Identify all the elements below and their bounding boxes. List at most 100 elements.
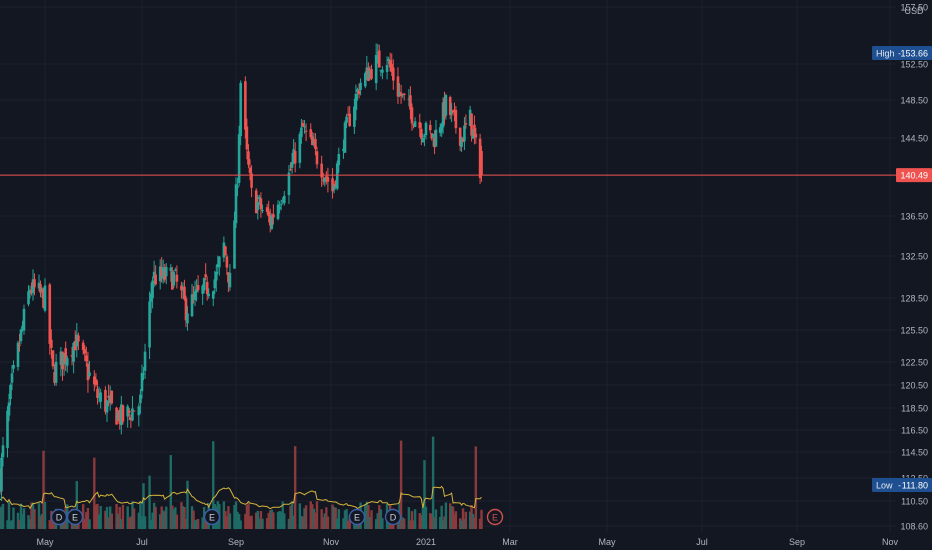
candle-body [211, 291, 215, 299]
candle-body [216, 263, 220, 268]
candle-body [151, 280, 154, 299]
event-marker-earnings[interactable]: E [66, 508, 84, 526]
volume-bar [461, 508, 465, 529]
candle [175, 265, 179, 289]
candle-body [387, 59, 390, 62]
candle-body [181, 289, 185, 291]
volume-bar [464, 511, 468, 529]
volume-bar [420, 514, 423, 529]
candle [171, 266, 174, 290]
volume-bar [175, 514, 179, 529]
candle [9, 383, 12, 406]
volume-bar [336, 518, 339, 529]
volume-bar [364, 504, 367, 529]
volume-bar [180, 502, 183, 529]
volume-bar [139, 501, 142, 529]
candle [137, 403, 141, 427]
volume-bar [269, 510, 272, 529]
candle [21, 320, 24, 332]
volume-bar [399, 440, 403, 529]
candle-body [222, 242, 226, 258]
candle [345, 113, 348, 129]
candle [16, 340, 20, 371]
candle-body [97, 396, 101, 398]
event-marker-dividend[interactable]: D [384, 508, 402, 526]
candle [204, 263, 207, 281]
event-marker-earnings[interactable]: E [203, 508, 221, 526]
candle [172, 270, 176, 288]
candle [104, 386, 107, 415]
volume-bar [454, 511, 458, 529]
candle-body [148, 301, 151, 348]
volume-bar [233, 504, 236, 529]
last-price-badge: 140.49 [896, 168, 932, 183]
candle [354, 84, 358, 121]
candle-body [334, 181, 337, 186]
candle-body [234, 184, 238, 224]
volume-bar [402, 518, 406, 529]
candle-body [169, 267, 173, 271]
candle [478, 133, 482, 184]
volume-bar [104, 510, 107, 529]
candle-body [107, 395, 110, 398]
candle [234, 177, 238, 228]
candle [282, 190, 286, 206]
volume-bar [471, 514, 475, 529]
candle-body [335, 163, 339, 189]
volume-bar [94, 504, 98, 529]
event-marker-earnings-upcoming[interactable]: E [486, 508, 504, 526]
candle [268, 208, 272, 233]
candle [387, 56, 390, 65]
time-axis[interactable]: May Jul Sep Nov 2021 Mar May Jul Sep Nov [36, 537, 898, 547]
candle-body [110, 390, 114, 404]
candle [418, 113, 422, 137]
volume-bar [97, 514, 101, 529]
volume-moving-average [0, 485, 482, 510]
volume-bar [40, 513, 44, 529]
candle-body [464, 123, 468, 125]
candle-body [183, 286, 186, 300]
candle-body [424, 122, 428, 136]
candle-body [402, 93, 406, 95]
candle-body [28, 289, 32, 294]
candle-body [160, 267, 164, 277]
candle [42, 287, 45, 309]
volume-bar [259, 511, 263, 529]
price-axis[interactable]: USD157.50152.50148.50144.50140.50136.501… [896, 0, 932, 550]
candle-body [196, 285, 200, 291]
event-marker-earnings[interactable]: E [348, 508, 366, 526]
candle-body [18, 344, 21, 346]
volume-bar [75, 481, 79, 529]
candle-body [348, 113, 351, 127]
candle [48, 282, 52, 355]
candle [22, 304, 26, 335]
candle [407, 89, 411, 107]
event-marker-dividend[interactable]: D [50, 508, 68, 526]
candle-body [39, 284, 42, 293]
candle-body [480, 151, 483, 176]
candle [51, 350, 55, 370]
candle-body [180, 285, 183, 291]
volume-bar [190, 506, 194, 529]
volume-bar [140, 516, 144, 529]
volume-bar [149, 520, 153, 529]
candle [279, 199, 283, 211]
price-tick-label: 120.50 [900, 381, 928, 391]
candle [160, 257, 164, 283]
volume-bar [110, 513, 113, 529]
volume-bar [272, 512, 275, 529]
candle [53, 364, 56, 386]
candle-body [354, 93, 358, 110]
volume-bar [320, 509, 323, 529]
candle [460, 136, 463, 152]
candle-body [205, 281, 209, 295]
candle [40, 287, 44, 299]
candle-body [247, 151, 250, 165]
volume-bar [460, 520, 463, 529]
candle [245, 118, 249, 160]
candle [83, 345, 87, 361]
candle [448, 95, 452, 120]
candle [398, 83, 401, 98]
